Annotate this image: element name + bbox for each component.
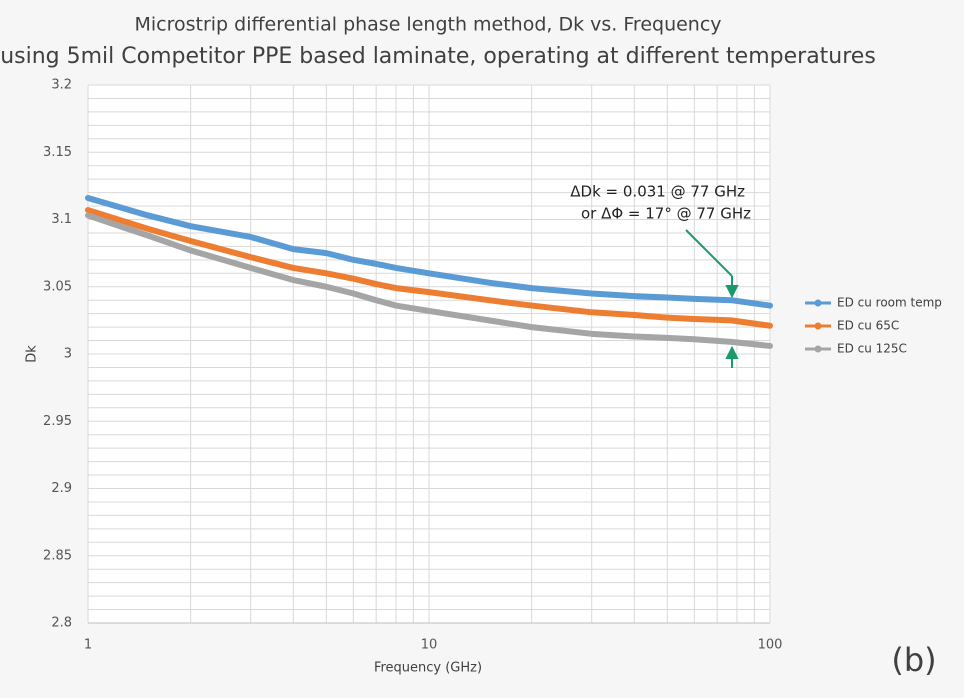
legend-marker [814, 322, 822, 330]
series-line [85, 207, 773, 329]
labels: 2.8 2.85 2.9 2.95 3 3.05 3.1 3.15 3.2 1 10 100 ED cu… [43, 78, 942, 653]
y-tick-label: 2.8 [51, 616, 72, 631]
series-line [85, 212, 773, 349]
y-tick-label: 2.95 [43, 414, 72, 429]
arrow-line [685, 229, 733, 277]
x-tick-label: 1 [84, 638, 92, 653]
y-tick-label: 3.15 [43, 145, 72, 160]
legend-marker [814, 299, 822, 307]
annotation-arrows [685, 229, 739, 368]
x-tick-label: 10 [421, 638, 438, 653]
y-tick-label: 3.2 [51, 78, 72, 93]
y-tick-label: 3 [64, 347, 72, 362]
y-axis-title: Dk [25, 345, 40, 363]
legend-label: ED cu room temp [837, 296, 942, 310]
y-tick-label: 3.1 [51, 212, 72, 227]
x-axis-title: Frequency (GHz) [374, 661, 482, 676]
legend-marker [814, 345, 822, 353]
grid [87, 84, 771, 624]
arrow-head [725, 345, 739, 359]
panel-label: (b) [891, 641, 936, 679]
series-line [85, 194, 773, 309]
y-tick-label: 3.05 [43, 279, 72, 294]
legend-label: ED cu 65C [837, 319, 899, 333]
legend-label: ED cu 125C [837, 342, 907, 356]
annotation: or ΔΦ = 17° @ 77 GHz [581, 205, 751, 223]
x-tick-label: 100 [758, 638, 783, 653]
y-tick-label: 2.85 [43, 548, 72, 563]
annotation: ΔDk = 0.031 @ 77 GHz [570, 183, 745, 201]
chart-subtitle: using 5mil Competitor PPE based laminate… [0, 44, 876, 69]
series-lines [85, 194, 773, 349]
chart-title: Microstrip differential phase length met… [134, 14, 721, 36]
arrow-head [725, 285, 739, 299]
y-tick-label: 2.9 [51, 481, 72, 496]
